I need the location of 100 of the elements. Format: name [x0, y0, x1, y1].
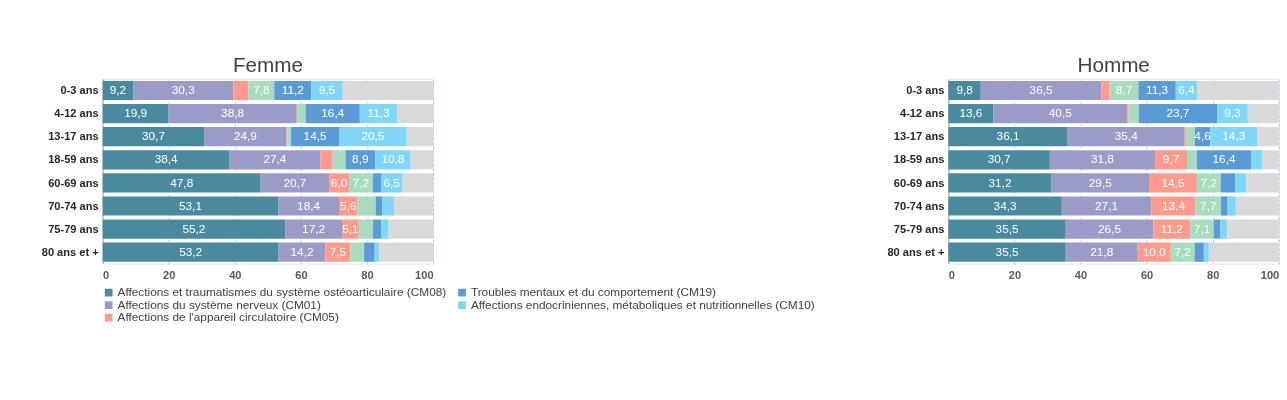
data-label: 20,7 [283, 175, 307, 190]
bar [1153, 219, 1191, 239]
bar [1061, 196, 1152, 216]
data-label: 35,4 [1114, 129, 1139, 144]
data-label: 7,2 [352, 175, 370, 190]
data-label: 27,1 [1095, 198, 1119, 213]
legend-label: Affections de l'appareil circulatoire (CM05) [117, 310, 339, 325]
data-label: 7,1 [1193, 221, 1211, 236]
bar [287, 127, 292, 147]
chart-title: Femme [232, 52, 304, 76]
data-label: 26,5 [1098, 221, 1122, 236]
y-tick-label: 70-74 ans [893, 199, 945, 212]
y-tick-label: 13-17 ans [893, 130, 945, 143]
bar [948, 173, 1052, 193]
y-tick-label: 0-3 ans [60, 84, 99, 97]
bar [948, 150, 1050, 170]
bar [102, 242, 279, 262]
x-tick-label: 0 [948, 268, 955, 281]
x-tick-label: 40 [1074, 268, 1088, 281]
data-label: 14,5 [303, 129, 327, 144]
data-label: 19,9 [124, 106, 148, 121]
bar [948, 219, 1066, 239]
bar [1128, 103, 1139, 124]
data-label: 53,2 [179, 244, 203, 259]
chart-title: Homme [1077, 52, 1150, 76]
bar [1235, 173, 1247, 193]
bar [278, 196, 340, 216]
data-label: 7,5 [329, 244, 347, 259]
bar [168, 103, 297, 124]
bar [373, 219, 381, 239]
data-label: 16,4 [321, 106, 345, 121]
bar [980, 80, 1102, 101]
data-label: 16,4 [1212, 152, 1236, 167]
bar [102, 196, 279, 216]
bar [1227, 196, 1236, 216]
data-label: 20,5 [361, 129, 385, 144]
data-label: 30,3 [171, 83, 196, 98]
data-label: 30,7 [987, 152, 1011, 167]
y-tick-label: 70-74 ans [48, 199, 99, 212]
data-label: 55,2 [182, 221, 206, 236]
bar [364, 242, 375, 262]
bar [133, 80, 234, 101]
y-tick-label: 75-79 ans [893, 222, 945, 235]
data-label: 34,3 [993, 198, 1018, 213]
y-tick-label: 80 ans et + [41, 245, 100, 258]
y-tick-label: 4-12 ans [54, 107, 99, 120]
bar [357, 196, 376, 216]
bar [204, 127, 287, 147]
bar [948, 242, 1066, 262]
x-tick-label: 80 [1206, 268, 1220, 281]
data-label: 38,4 [154, 152, 179, 167]
bar [1203, 242, 1209, 262]
x-tick-label: 60 [295, 268, 308, 281]
data-label: 14,3 [1222, 129, 1246, 144]
legend-label: Affections endocriniennes, métaboliques et nutritionnelles (CM10) [470, 297, 815, 312]
bar [102, 103, 169, 124]
bar [285, 219, 342, 239]
data-label: 30,7 [141, 129, 165, 144]
bar [1149, 173, 1197, 193]
bar [948, 196, 1062, 216]
y-tick-label: 13-17 ans [48, 130, 99, 143]
bar [339, 127, 407, 147]
data-label: 29,5 [1088, 175, 1113, 190]
bar [1151, 196, 1196, 216]
data-label: 35,5 [995, 244, 1020, 259]
data-label: 10,0 [1142, 244, 1167, 259]
data-label: 9,2 [109, 83, 127, 98]
data-label: 36,5 [1029, 83, 1054, 98]
legend-label: Troubles mentaux et du comportement (CM19) [470, 285, 717, 300]
bar [1138, 103, 1218, 124]
bar [102, 219, 286, 239]
data-label: 7,2 [1174, 244, 1191, 259]
data-label: 35,5 [995, 221, 1020, 236]
data-label: 21,8 [1090, 244, 1114, 259]
bar [1065, 242, 1138, 262]
x-tick-label: 100 [1260, 268, 1280, 281]
y-tick-label: 60-69 ans [48, 176, 99, 189]
data-label: 14,2 [290, 244, 314, 259]
y-tick-label: 80 ans et + [887, 245, 945, 258]
data-label: 8,9 [352, 152, 369, 167]
bar [1065, 219, 1154, 239]
x-tick-label: 80 [361, 268, 374, 281]
bar [1213, 219, 1221, 239]
x-tick-label: 20 [163, 268, 176, 281]
y-tick-label: 0-3 ans [906, 84, 945, 97]
data-label: 6,0 [330, 175, 348, 190]
bar [102, 150, 230, 170]
bar [1186, 127, 1195, 147]
data-label: 36,1 [996, 129, 1020, 144]
data-label: 31,2 [988, 175, 1012, 190]
data-label: 4,6 [1194, 129, 1212, 144]
data-label: 40,5 [1048, 106, 1073, 121]
bar [320, 150, 333, 170]
y-tick-label: 18-59 ans [48, 153, 99, 166]
data-label: 18,4 [297, 198, 321, 213]
bar [993, 103, 1128, 124]
bar [382, 196, 394, 216]
x-tick-label: 0 [103, 268, 110, 281]
bar [358, 219, 374, 239]
bar [380, 219, 389, 239]
